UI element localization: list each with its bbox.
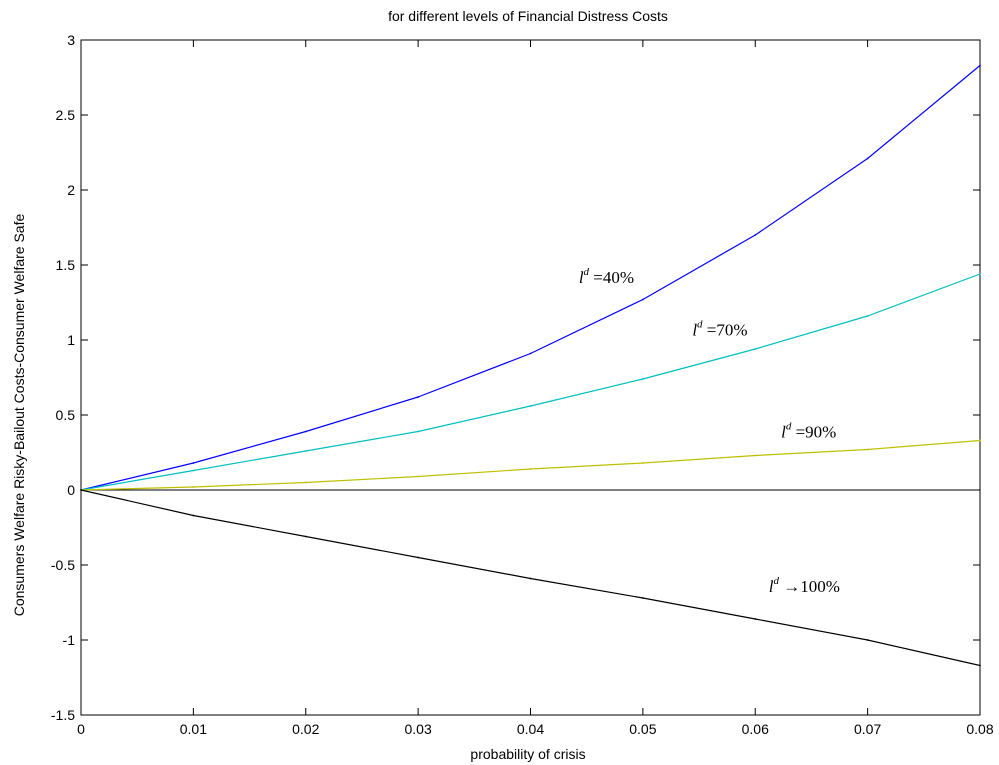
y-tick-label: 2 (67, 182, 75, 198)
data-point (304, 481, 307, 484)
data-point (979, 664, 981, 667)
x-axis-label: probability of crisis (470, 746, 585, 762)
data-point (529, 405, 532, 407)
x-tick-label: 0.07 (854, 721, 881, 737)
x-tick-label: 0.08 (966, 721, 993, 737)
y-tick-label: 2.5 (56, 107, 76, 123)
data-point (866, 315, 869, 317)
data-point (192, 462, 195, 464)
data-point (529, 468, 532, 470)
y-tick-label: 0.5 (56, 407, 76, 423)
data-point (192, 469, 195, 472)
y-tick-label: 0 (67, 482, 75, 498)
chart-title: for different levels of Financial Distre… (388, 8, 668, 24)
data-point (979, 273, 981, 275)
data-point (417, 556, 420, 559)
data-point (979, 64, 981, 67)
data-point (754, 618, 757, 620)
y-tick-label: 1.5 (56, 257, 76, 273)
data-point (304, 450, 307, 452)
data-point (866, 157, 869, 160)
x-tick-label: 0.05 (629, 721, 656, 737)
data-point (641, 597, 644, 599)
data-point (754, 234, 757, 236)
y-tick-label: 1 (67, 332, 75, 348)
data-point (641, 462, 644, 464)
x-tick-label: 0 (77, 721, 85, 737)
series-annotation-1: ld =40% (579, 266, 634, 287)
series-annotation-3: ld =90% (781, 421, 836, 442)
data-point (529, 577, 532, 580)
data-point (304, 535, 307, 538)
data-point (417, 430, 420, 433)
x-tick-label: 0.02 (292, 721, 319, 737)
data-point (866, 448, 869, 451)
x-tick-label: 0.03 (405, 721, 432, 737)
data-point (641, 378, 644, 380)
data-point (304, 430, 307, 433)
y-tick-label: 3 (67, 32, 75, 48)
y-tick-label: -1.5 (51, 707, 75, 723)
data-point (192, 514, 195, 517)
x-tick-label: 0.01 (180, 721, 207, 737)
y-tick-label: -0.5 (51, 557, 75, 573)
y-tick-label: -1 (63, 632, 76, 648)
series-annotation-4: ld →100% (769, 575, 840, 596)
data-point (417, 396, 420, 398)
data-point (866, 639, 869, 641)
x-tick-label: 0.06 (742, 721, 769, 737)
y-axis-label: Consumers Welfare Risky-Bailout Costs-Co… (11, 214, 27, 617)
data-point (754, 454, 757, 457)
plot-frame (80, 39, 981, 716)
data-point (979, 439, 981, 442)
data-point (754, 348, 757, 350)
x-tick-label: 0.04 (517, 721, 544, 737)
data-point (417, 475, 420, 478)
series-annotation-2: ld =70% (692, 319, 747, 340)
data-point (80, 489, 82, 491)
data-point (641, 298, 644, 301)
data-point (529, 352, 532, 355)
data-point (192, 486, 195, 488)
